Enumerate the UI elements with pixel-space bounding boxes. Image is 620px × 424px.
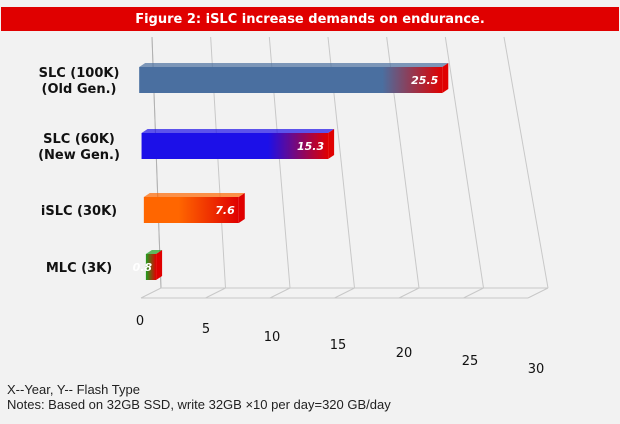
bar-front-face bbox=[143, 197, 239, 223]
bar-value-label: 7.6 bbox=[215, 204, 235, 217]
gridline-25 bbox=[444, 36, 484, 289]
x-tick-label: 25 bbox=[462, 354, 479, 369]
floor-line-15 bbox=[334, 287, 355, 299]
bar-2 bbox=[141, 129, 335, 159]
bar-top-face bbox=[145, 250, 163, 254]
bar-end-cap bbox=[156, 250, 163, 280]
x-tick-label: 15 bbox=[330, 338, 347, 353]
floor-line-0 bbox=[140, 287, 162, 299]
category-label: SLC (100K) bbox=[39, 66, 120, 81]
floor-line-20 bbox=[398, 287, 420, 299]
bar-front-face bbox=[141, 133, 329, 159]
notes-axis-line: X--Year, Y-- Flash Type bbox=[7, 382, 140, 397]
bar-value-label: 0.8 bbox=[133, 261, 153, 274]
category-label: (Old Gen.) bbox=[42, 82, 117, 97]
bar-4 bbox=[145, 250, 163, 280]
x-tick-label: 20 bbox=[396, 346, 413, 361]
bar-top-face bbox=[139, 63, 449, 67]
bars bbox=[139, 63, 449, 280]
notes-detail-line: Notes: Based on 32GB SSD, write 32GB ×10… bbox=[7, 397, 391, 412]
floor-line-25 bbox=[463, 287, 484, 299]
bar-value-label: 15.3 bbox=[297, 140, 324, 153]
bar-1 bbox=[139, 63, 449, 93]
bar-front-face bbox=[139, 67, 443, 93]
bar-front-face bbox=[145, 254, 157, 280]
floor-line-10 bbox=[269, 287, 291, 299]
gridline-30 bbox=[503, 36, 549, 289]
bar-end-cap bbox=[238, 193, 245, 223]
bar-3 bbox=[143, 193, 245, 223]
x-tick-label: 0 bbox=[136, 314, 144, 329]
bar-top-face bbox=[143, 193, 245, 197]
bar-top-face bbox=[141, 129, 335, 133]
x-tick-label: 5 bbox=[202, 322, 210, 337]
bar-value-label: 25.5 bbox=[411, 74, 438, 87]
x-tick-label: 30 bbox=[528, 362, 545, 377]
x-tick-label: 10 bbox=[264, 330, 281, 345]
chart-notes: X--Year, Y-- Flash Type Notes: Based on … bbox=[7, 382, 613, 412]
bar-chart: 0 5 10 15 20 25 30 25.5 SLC (100K)(Old Gen.) 15.3… bbox=[38, 36, 549, 377]
floor-line-5 bbox=[205, 287, 226, 299]
category-label: SLC (60K) bbox=[43, 132, 115, 147]
chart-title: Figure 2: iSLC increase demands on endur… bbox=[1, 7, 619, 31]
labels: 0 5 10 15 20 25 30 25.5 SLC (100K)(Old Gen.) 15.3… bbox=[38, 66, 544, 377]
category-label: (New Gen.) bbox=[38, 148, 120, 163]
bar-end-cap bbox=[442, 63, 449, 93]
bar-end-cap bbox=[328, 129, 335, 159]
category-label: iSLC (30K) bbox=[41, 204, 117, 219]
floor-line-30 bbox=[527, 287, 549, 299]
category-label: MLC (3K) bbox=[46, 261, 112, 276]
